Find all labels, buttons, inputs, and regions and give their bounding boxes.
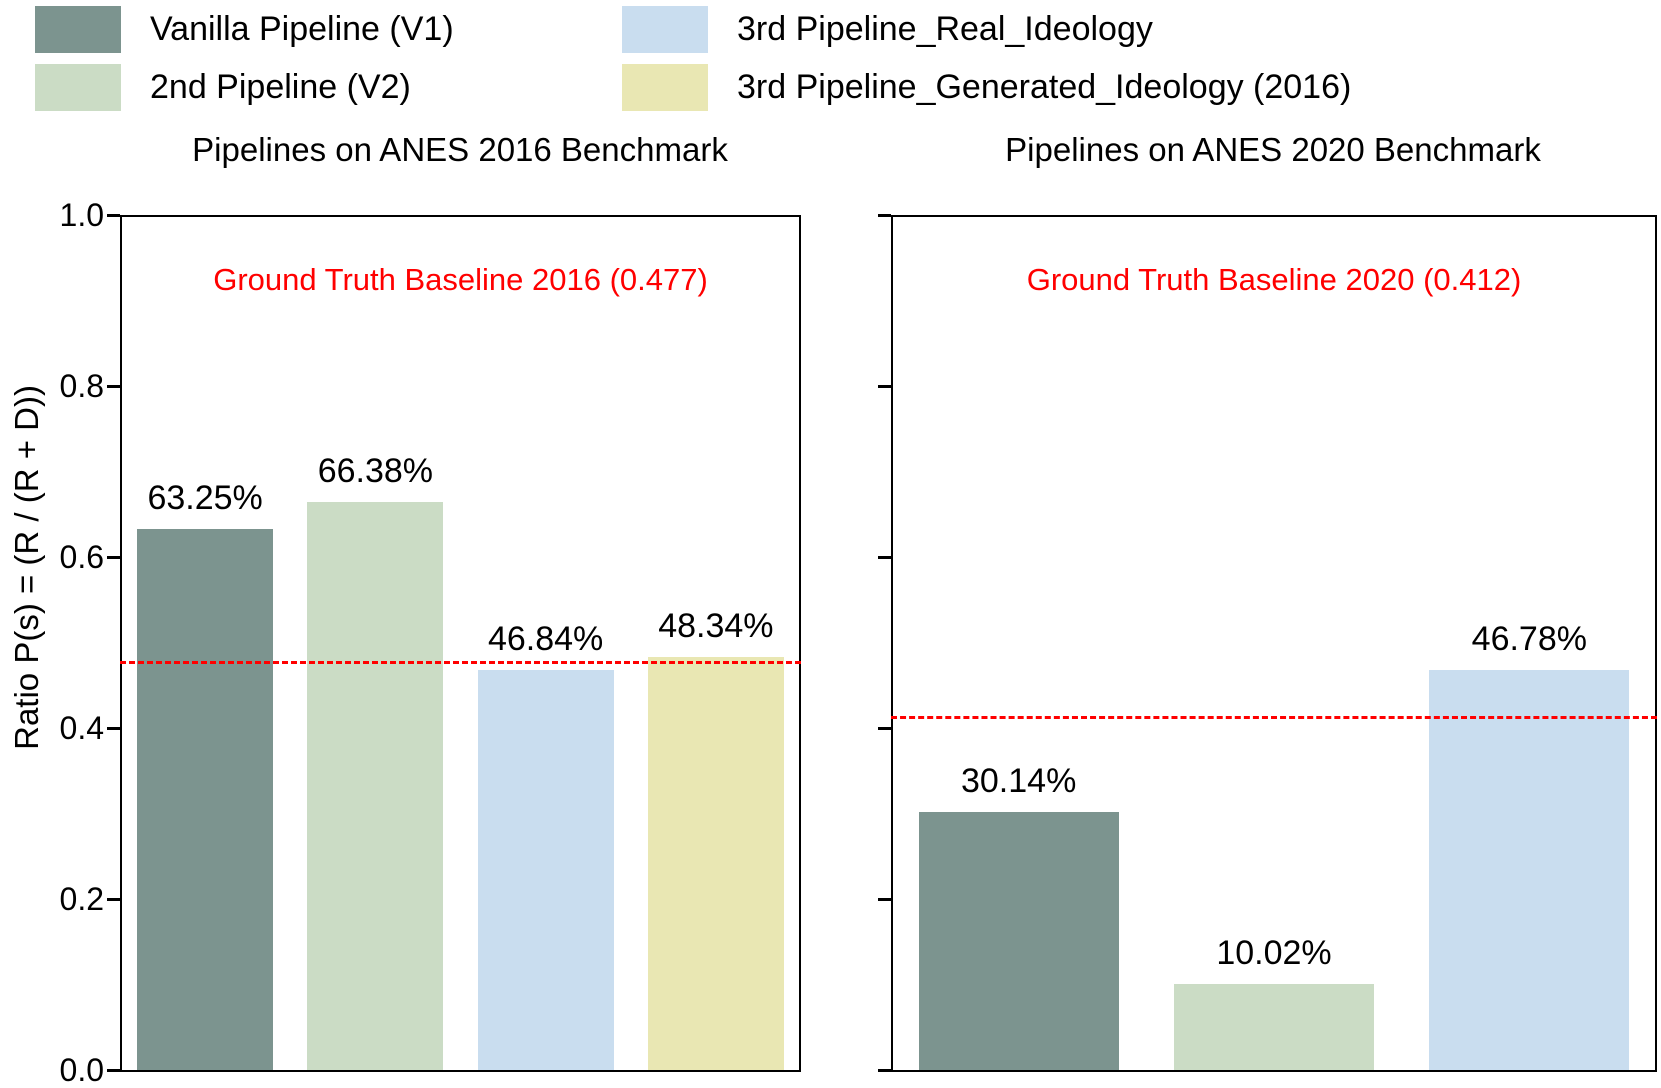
y-tick-mark: [878, 727, 891, 730]
y-tick-mark: [107, 556, 120, 559]
bar: [477, 669, 614, 1070]
legend-label: 2nd Pipeline (V2): [150, 68, 411, 106]
legend-item: 3rd Pipeline_Real_Ideology: [622, 6, 1153, 53]
legend-swatch: [622, 64, 708, 111]
legend-item: Vanilla Pipeline (V1): [35, 6, 454, 53]
bar-value-label: 48.34%: [658, 606, 774, 645]
y-tick-mark: [878, 214, 891, 217]
y-tick-label: 0.4: [59, 710, 104, 746]
legend-swatch: [35, 64, 121, 111]
y-tick-mark: [107, 898, 120, 901]
y-tick-mark: [107, 1069, 120, 1072]
bar: [1429, 670, 1630, 1070]
bar: [1174, 984, 1374, 1070]
y-tick-label: 1.0: [59, 197, 104, 233]
y-tick-mark: [107, 727, 120, 730]
legend-swatch: [622, 6, 708, 53]
y-tick-label: 0.0: [59, 1052, 104, 1088]
y-tick-label: 0.2: [59, 881, 104, 917]
legend-label: 3rd Pipeline_Real_Ideology: [737, 10, 1153, 48]
bar-value-label: 46.84%: [487, 619, 604, 658]
bar-value-label: 30.14%: [960, 762, 1077, 801]
legend-item: 2nd Pipeline (V2): [35, 64, 411, 111]
y-tick-mark: [878, 385, 891, 388]
bar: [918, 812, 1119, 1070]
legend-label: 3rd Pipeline_Generated_Ideology (2016): [737, 68, 1352, 106]
y-tick-label: 0.6: [59, 539, 104, 575]
baseline-label: Ground Truth Baseline 2020 (0.412): [1026, 262, 1522, 297]
legend-swatch: [35, 6, 121, 53]
bar: [307, 502, 444, 1070]
bar: [137, 529, 274, 1070]
bar-value-label: 46.78%: [1471, 620, 1587, 659]
chart-title-2016: Pipelines on ANES 2016 Benchmark: [192, 131, 728, 168]
y-tick-mark: [107, 385, 120, 388]
baseline-line: [891, 716, 1657, 720]
y-tick-mark: [878, 1069, 891, 1072]
bar-value-label: 63.25%: [147, 479, 263, 518]
bar-value-label: 66.38%: [317, 452, 434, 491]
y-tick-label: 0.8: [59, 368, 104, 404]
legend-item: 3rd Pipeline_Generated_Ideology (2016): [622, 64, 1351, 111]
baseline-label: Ground Truth Baseline 2016 (0.477): [213, 262, 708, 297]
chart-title-2020: Pipelines on ANES 2020 Benchmark: [1005, 131, 1541, 168]
y-tick-mark: [107, 214, 120, 217]
bar-value-label: 10.02%: [1216, 934, 1332, 973]
legend-label: Vanilla Pipeline (V1): [150, 10, 454, 48]
y-tick-mark: [878, 898, 891, 901]
y-tick-mark: [878, 556, 891, 559]
bar: [647, 656, 784, 1070]
baseline-line: [120, 660, 801, 664]
